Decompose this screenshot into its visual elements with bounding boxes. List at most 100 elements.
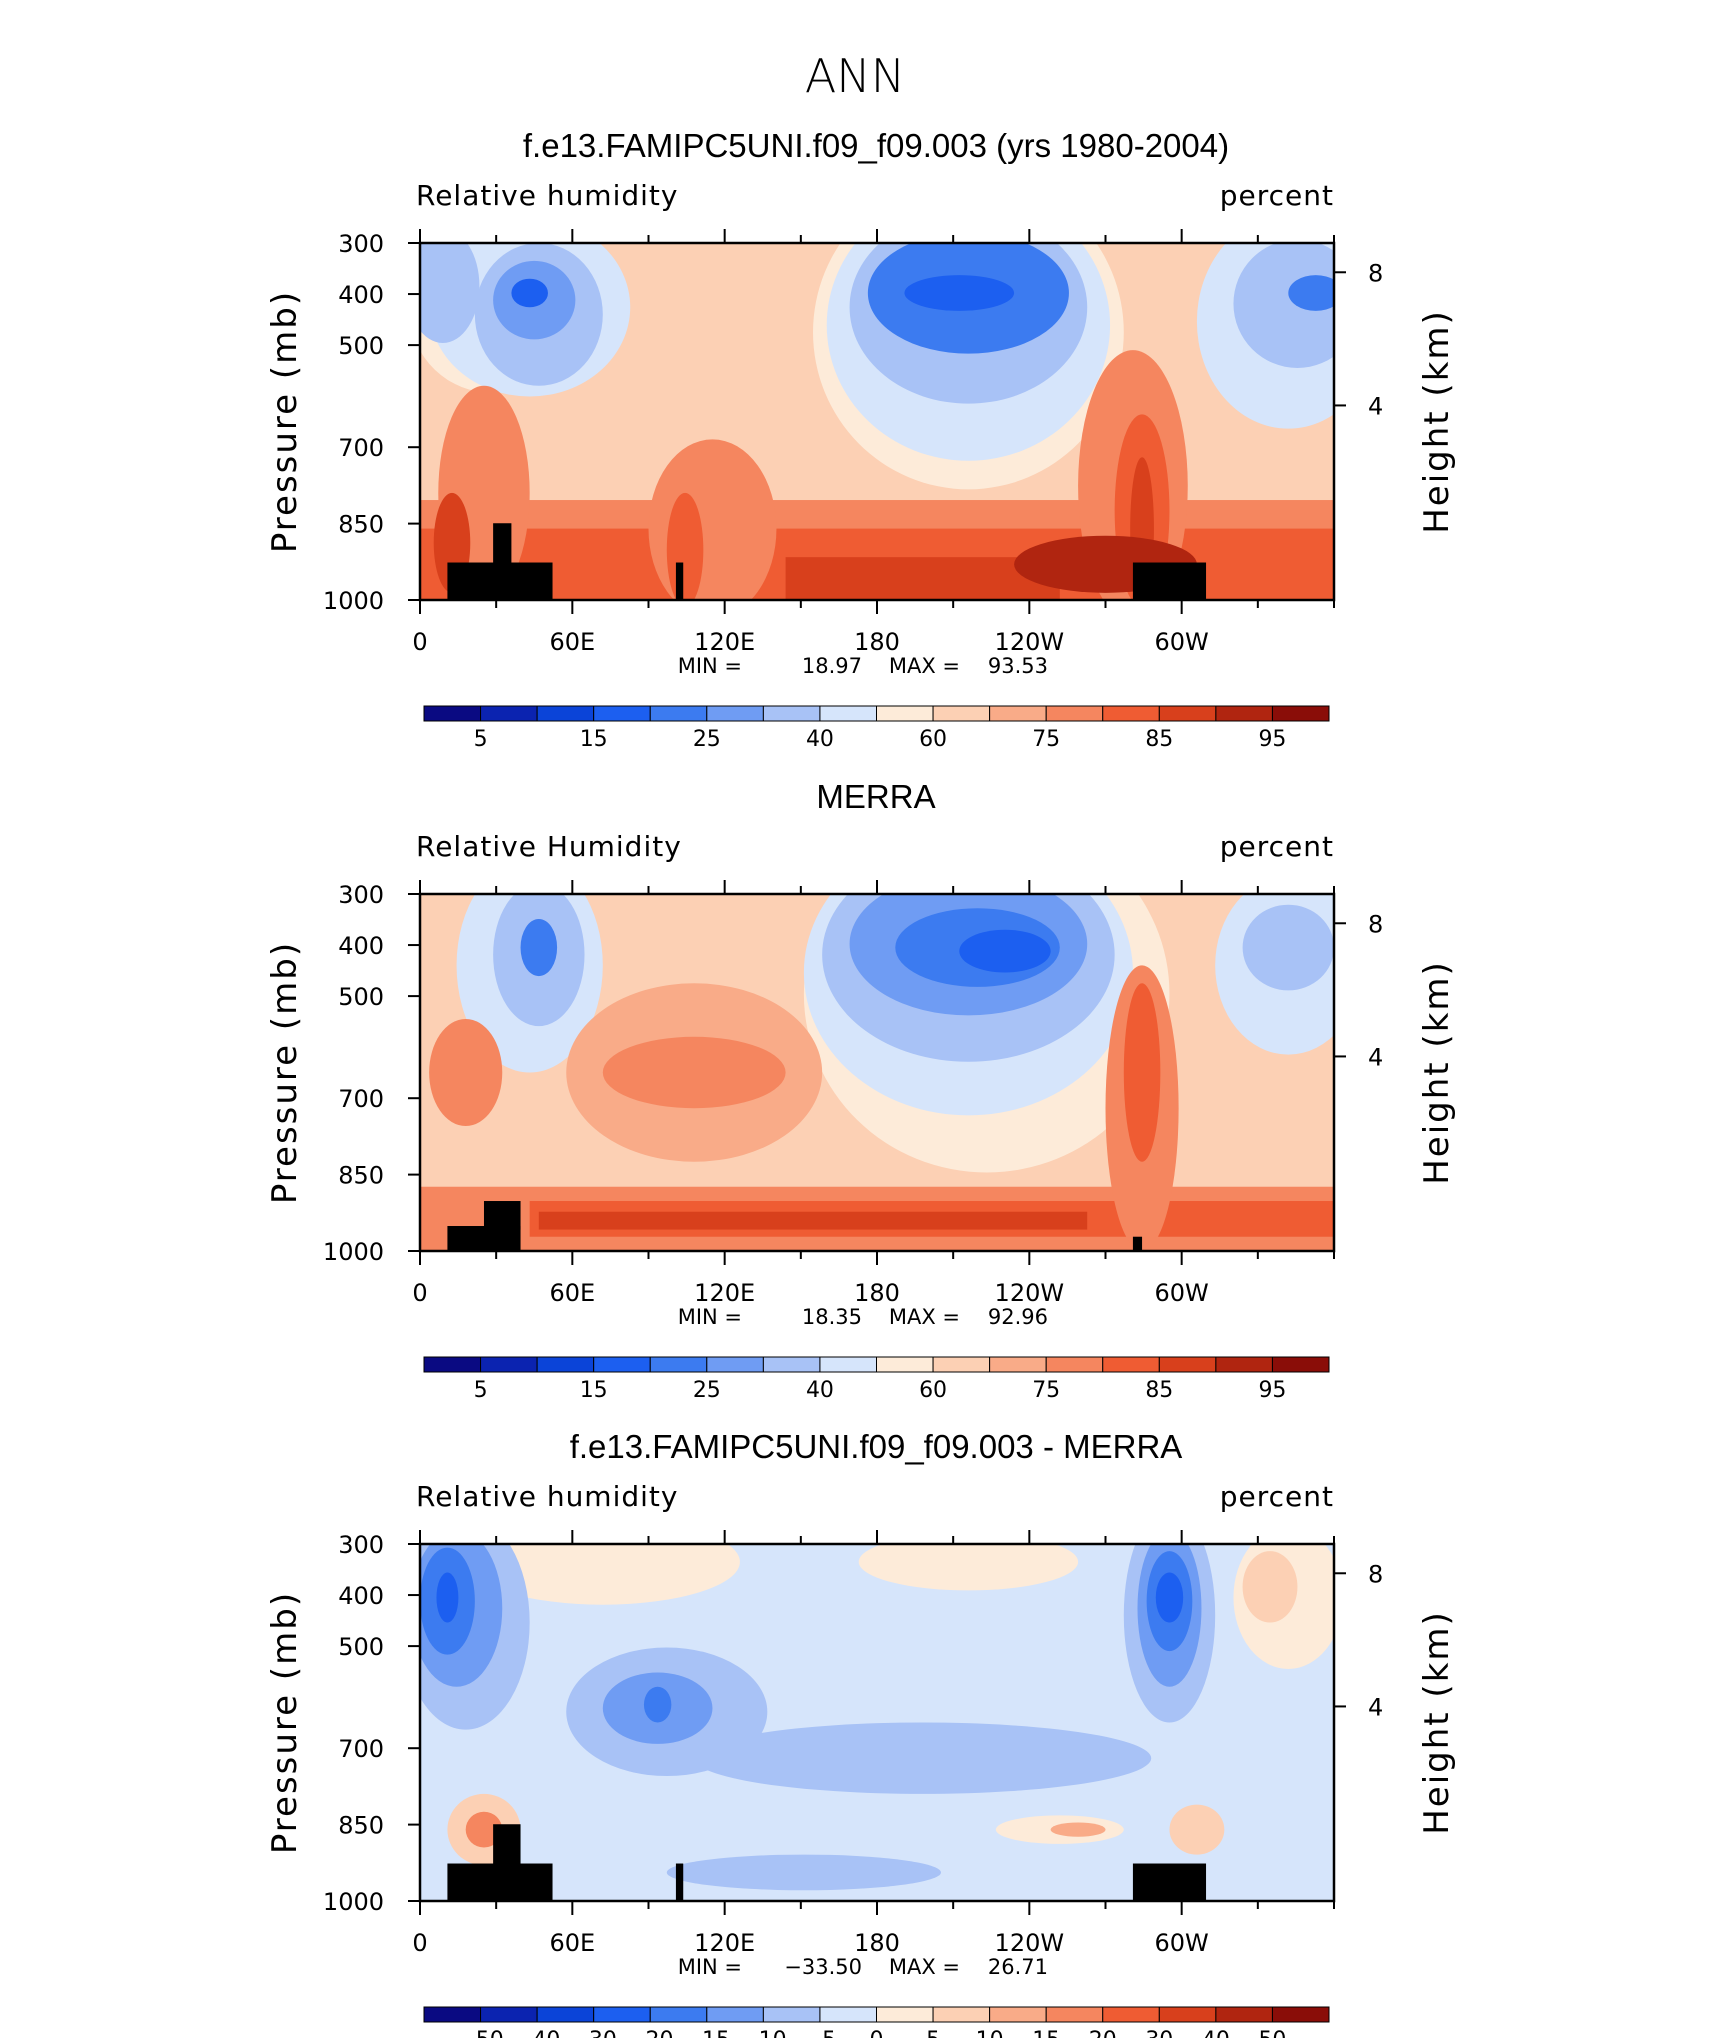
x-tick-label: 60W <box>1155 1279 1209 1307</box>
panel-title: MERRA <box>816 778 935 815</box>
colorbar-swatch <box>1271 2006 1330 2023</box>
units-label: percent <box>1220 1480 1334 1513</box>
y-tick-label: 850 <box>338 511 384 539</box>
topography-mask-29 <box>1132 562 1207 600</box>
colorbar-swatch <box>1271 1356 1330 1373</box>
colorbar-swatch <box>593 705 651 722</box>
min-label: MIN = <box>678 654 742 678</box>
y-tick-label: 500 <box>338 983 384 1011</box>
colorbar-label: 85 <box>1145 1378 1173 1403</box>
x-tick-label: 60W <box>1155 628 1209 656</box>
topography-mask-26 <box>447 562 553 600</box>
colorbar-swatch <box>706 2006 764 2023</box>
colorbar-label: 40 <box>1202 2028 1230 2038</box>
colorbar-label: 5 <box>474 727 488 752</box>
x-tick-label: 120W <box>995 628 1065 656</box>
y-right-tick-label: 8 <box>1368 1560 1383 1588</box>
min-value: 18.35 <box>802 1305 862 1329</box>
y-axis-title: Pressure (mb) <box>265 1591 305 1854</box>
contour-region-15 <box>643 1686 672 1723</box>
contour-region-20 <box>1050 1822 1106 1837</box>
contour-region-23 <box>648 439 777 600</box>
y-axis-title: Pressure (mb) <box>265 290 305 553</box>
colorbar-label: 0 <box>870 2028 884 2038</box>
y-right-tick-label: 8 <box>1368 910 1383 938</box>
chart-panel-1: f.e13.FAMIPC5UNI.f09_f09.003 (yrs 1980-2… <box>265 127 1457 752</box>
units-label: percent <box>1220 830 1334 863</box>
x-tick-label: 120E <box>694 1929 755 1957</box>
contour-field <box>420 894 1334 1251</box>
y-tick-label: 850 <box>338 1162 384 1190</box>
colorbar-label: 15 <box>580 1378 608 1403</box>
x-tick-label: 120E <box>694 628 755 656</box>
contour-region-12 <box>1155 1572 1184 1623</box>
topography-mask-27 <box>493 523 512 567</box>
max-label: MAX = <box>889 1305 960 1329</box>
x-tick-label: 60E <box>549 1929 595 1957</box>
colorbar-swatch <box>989 2006 1047 2023</box>
contour-region-2 <box>858 1544 1079 1591</box>
topography-mask-25 <box>675 1863 684 1901</box>
colorbar-swatch <box>1158 705 1217 722</box>
figure-title: ANN <box>805 49 905 103</box>
colorbar-swatch <box>536 705 595 722</box>
x-tick-label: 120E <box>694 1279 755 1307</box>
panel-title: f.e13.FAMIPC5UNI.f09_f09.003 - MERRA <box>570 1428 1183 1465</box>
contour-region-9 <box>520 918 558 977</box>
colorbar-swatch <box>1102 705 1160 722</box>
contour-field <box>420 243 1334 600</box>
colorbar-swatch <box>1158 1356 1217 1373</box>
y-tick-label: 850 <box>338 1812 384 1840</box>
max-label: MAX = <box>889 654 960 678</box>
min-value: −33.50 <box>784 1955 862 1979</box>
colorbar-label: 10 <box>976 2028 1004 2038</box>
contour-region-4 <box>1242 1551 1298 1623</box>
colorbar-swatch <box>819 1356 877 1373</box>
max-value: 26.71 <box>988 1955 1048 1979</box>
x-tick-label: 180 <box>854 1929 900 1957</box>
colorbar-swatch <box>876 1356 934 1373</box>
colorbar-swatch <box>1215 2006 1273 2023</box>
colorbar-label: 20 <box>1089 2028 1117 2038</box>
contour-region-3 <box>420 243 480 343</box>
y-tick-label: 1000 <box>323 1888 384 1916</box>
topography-mask-24 <box>493 1824 521 1868</box>
chart-panel-3: f.e13.FAMIPC5UNI.f09_f09.003 - MERRA Rela… <box>265 1428 1457 2038</box>
colorbar-swatch <box>536 1356 595 1373</box>
colorbar-label: 85 <box>1145 727 1173 752</box>
y-tick-label: 700 <box>338 434 384 462</box>
colorbar-swatch <box>932 705 991 722</box>
y-right-tick-label: 4 <box>1368 392 1383 420</box>
colorbar-label: 25 <box>693 727 721 752</box>
y-tick-label: 1000 <box>323 1238 384 1266</box>
colorbar-swatch <box>423 2006 482 2023</box>
colorbar-swatch <box>649 1356 708 1373</box>
colorbar-label: −20 <box>627 2028 673 2038</box>
colorbar-swatch <box>1215 1356 1273 1373</box>
y-tick-label: 300 <box>338 881 384 909</box>
contour-region-21 <box>1169 1804 1225 1855</box>
colorbar-swatch <box>819 705 877 722</box>
colorbar-label: 75 <box>1032 1378 1060 1403</box>
colorbar-label: 60 <box>919 727 947 752</box>
colorbar-swatch <box>762 1356 821 1373</box>
topography-mask-23 <box>447 1863 553 1901</box>
colorbar-label: −30 <box>570 2028 616 2038</box>
y-tick-label: 500 <box>338 1633 384 1661</box>
y-axis-title: Pressure (mb) <box>265 941 305 1204</box>
topography-mask-20 <box>447 1226 521 1251</box>
min-value: 18.97 <box>802 654 862 678</box>
colorbar-label: −15 <box>684 2028 730 2038</box>
colorbar-swatch <box>480 1356 538 1373</box>
contour-region-22 <box>666 1854 941 1891</box>
colorbar: 5 15 25 40 60 75 85 95 <box>423 1356 1330 1403</box>
variable-label: Relative Humidity <box>416 830 682 863</box>
colorbar-label: 5 <box>926 2028 940 2038</box>
colorbar-label: 15 <box>580 727 608 752</box>
contour-field <box>420 1544 1334 1901</box>
colorbar-label: 15 <box>1032 2028 1060 2038</box>
colorbar-label: 95 <box>1258 727 1286 752</box>
x-tick-label: 60E <box>549 1279 595 1307</box>
